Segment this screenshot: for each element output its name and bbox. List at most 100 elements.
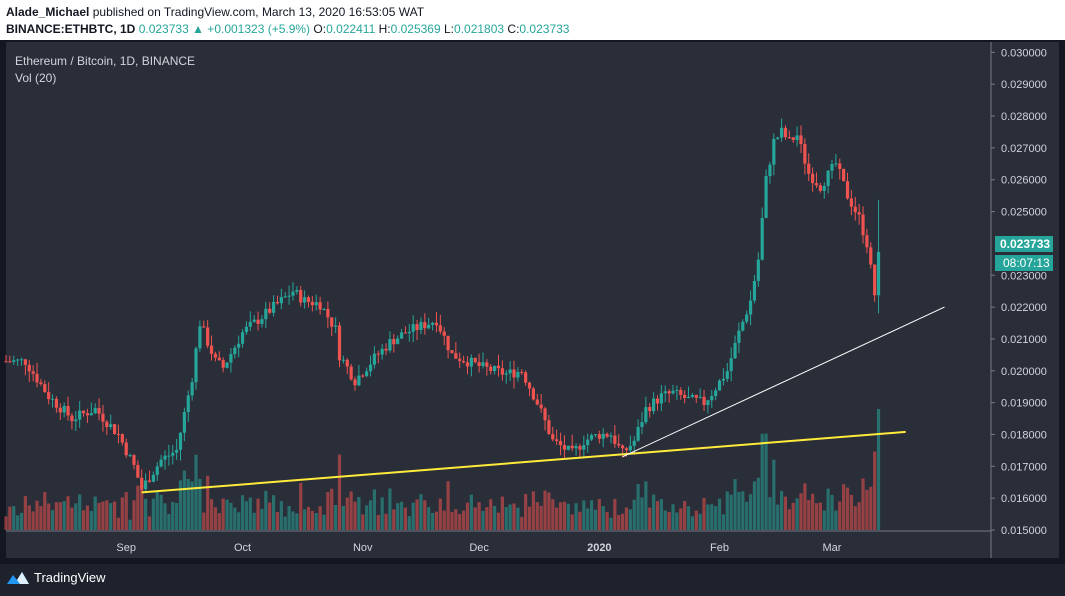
volume-bar — [314, 513, 318, 530]
candle-body — [314, 302, 318, 306]
candle-body — [124, 442, 128, 456]
price-chart[interactable]: 0.030000 0.029000 0.028000 0.027000 0.026000… — [0, 40, 1065, 564]
open-label: O: — [313, 22, 327, 36]
price-tick-label: 0.018000 — [1001, 429, 1047, 441]
volume-bar — [132, 500, 136, 530]
time-axis[interactable]: Sep Oct Nov Dec 2020 Feb Mar — [116, 542, 841, 554]
candle-body — [47, 392, 51, 400]
candle-body — [586, 439, 590, 446]
high-value: 0.025369 — [390, 22, 441, 36]
price-tick-label: 0.026000 — [1001, 175, 1047, 187]
candle-body — [655, 398, 660, 404]
support-trendline[interactable] — [141, 430, 906, 494]
volume-bar — [524, 493, 528, 530]
candle-body — [531, 388, 536, 400]
price-tick-label: 0.016000 — [1001, 493, 1047, 505]
volume-bar — [849, 494, 853, 530]
volume-bar — [624, 507, 629, 530]
rising-trendline[interactable] — [622, 306, 945, 458]
volume-bar — [27, 505, 31, 530]
candle-body — [147, 480, 152, 482]
price-axis[interactable]: 0.030000 0.029000 0.028000 0.027000 0.026000… — [991, 47, 1047, 537]
volume-bar — [520, 516, 524, 530]
tradingview-brand[interactable]: TradingView — [7, 570, 106, 585]
candle-body — [683, 394, 687, 398]
candle-body — [741, 321, 745, 331]
volume-bar — [306, 506, 311, 530]
candle-body — [318, 302, 322, 310]
volume-bar — [4, 516, 8, 530]
volume-bar — [260, 508, 264, 530]
candle-body — [504, 373, 508, 375]
volume-bar — [190, 481, 194, 530]
candle-body — [597, 434, 601, 439]
candle-body — [675, 389, 679, 391]
candle-body — [353, 379, 357, 386]
candle-body — [341, 359, 345, 361]
time-tick-label: Feb — [710, 542, 729, 554]
volume-bar — [74, 503, 78, 530]
candle-body — [434, 322, 439, 326]
volume-bar — [427, 507, 431, 530]
volume-bar — [8, 506, 12, 530]
candle-body — [326, 308, 330, 318]
volume-bar — [434, 511, 439, 530]
volume-bar — [663, 510, 667, 530]
candle-body — [182, 412, 186, 433]
candle-body — [345, 359, 349, 367]
candle-body — [198, 326, 202, 349]
volume-bar — [589, 500, 594, 530]
candle-body — [748, 300, 753, 315]
candle-body — [469, 357, 473, 367]
candle-body — [865, 235, 869, 248]
volume-bar — [159, 494, 163, 530]
candle-body — [485, 362, 489, 367]
candle-body — [807, 163, 811, 174]
candle-body — [729, 358, 733, 372]
volume-bar — [570, 514, 574, 530]
volume-bar — [388, 488, 392, 530]
candle-body — [609, 435, 613, 437]
candle-body — [260, 319, 264, 324]
volume-bar — [469, 494, 473, 530]
volume-bar — [334, 504, 338, 530]
candle-body — [403, 332, 408, 334]
candle-body — [679, 389, 683, 395]
candle-body — [438, 325, 442, 332]
volume-bar — [551, 499, 555, 530]
price-tick-label: 0.028000 — [1001, 111, 1047, 123]
candle-body — [74, 419, 78, 422]
candle-body — [493, 365, 497, 371]
candle-body — [291, 291, 295, 296]
volume-layer — [4, 409, 881, 530]
volume-bar — [776, 504, 780, 530]
volume-bar — [861, 478, 865, 530]
volume-bar — [512, 503, 516, 530]
candle-body — [617, 443, 621, 446]
volume-bar — [690, 516, 694, 530]
volume-bar — [772, 459, 776, 530]
volume-bar — [811, 493, 815, 530]
price-tick-label: 0.019000 — [1001, 398, 1047, 410]
candle-body — [128, 455, 132, 457]
candle-body — [248, 321, 252, 327]
volume-bar — [136, 485, 140, 530]
author-name[interactable]: Alade_Michael — [6, 5, 90, 19]
volume-bar — [372, 489, 377, 530]
candle-body — [834, 163, 838, 165]
volume-bar — [562, 501, 567, 530]
footer: TradingView — [0, 564, 1065, 596]
volume-bar — [671, 504, 675, 530]
candle-body — [721, 378, 726, 381]
volume-bar — [632, 499, 636, 530]
candle-body — [31, 371, 35, 374]
price-tick-label: 0.025000 — [1001, 207, 1047, 219]
candle-body — [252, 319, 256, 322]
volume-bar — [303, 509, 307, 530]
volume-bar — [384, 513, 388, 530]
volume-bar — [85, 505, 90, 530]
candle-body — [694, 394, 698, 398]
last-price-box — [995, 236, 1053, 252]
trendlines-layer[interactable] — [141, 306, 945, 494]
candle-body — [558, 441, 563, 446]
